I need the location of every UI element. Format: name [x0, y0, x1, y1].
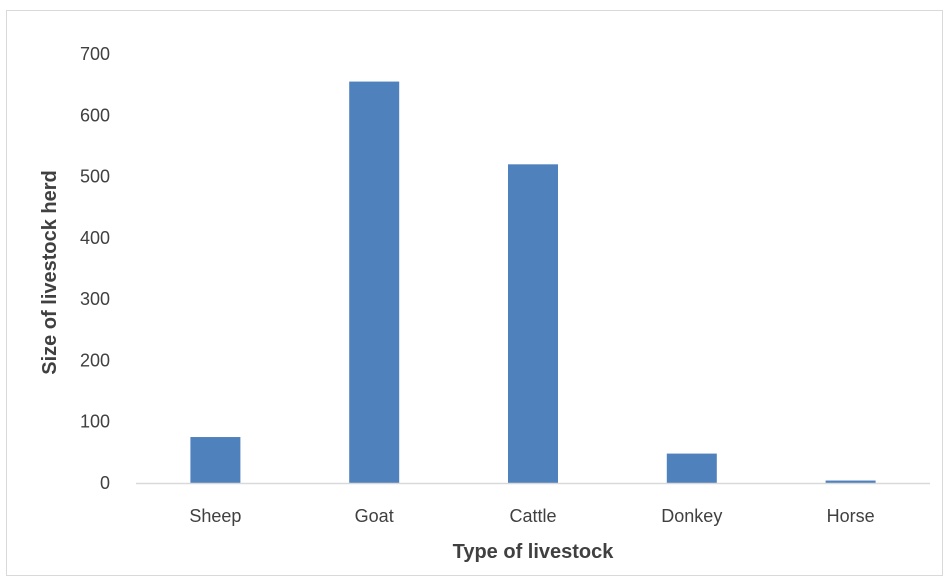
y-tick-label: 0 — [100, 473, 110, 493]
y-axis-ticks: 0 100 200 300 400 500 600 700 — [80, 44, 110, 493]
bar-goat — [349, 81, 400, 483]
chart-frame — [6, 10, 943, 576]
bar-horse — [825, 480, 876, 483]
x-tick-label-horse: Horse — [827, 506, 875, 526]
x-tick-label-cattle: Cattle — [509, 506, 556, 526]
y-tick-label: 400 — [80, 228, 110, 248]
y-axis-title: Size of livestock herd — [39, 170, 61, 375]
y-tick-label: 200 — [80, 350, 110, 370]
y-tick-label: 700 — [80, 44, 110, 64]
y-tick-label: 600 — [80, 105, 110, 125]
x-tick-label-sheep: Sheep — [189, 506, 241, 526]
y-tick-label: 500 — [80, 167, 110, 187]
x-tick-label-goat: Goat — [355, 506, 394, 526]
y-tick-label: 300 — [80, 289, 110, 309]
x-axis-title: Type of livestock — [453, 541, 615, 563]
x-axis-ticks: Sheep Goat Cattle Donkey Horse — [189, 506, 874, 526]
y-tick-label: 100 — [80, 412, 110, 432]
bars — [190, 81, 876, 484]
bar-donkey — [666, 453, 717, 483]
bar-cattle — [508, 164, 558, 484]
bar-sheep — [190, 437, 241, 483]
x-tick-label-donkey: Donkey — [661, 506, 722, 526]
